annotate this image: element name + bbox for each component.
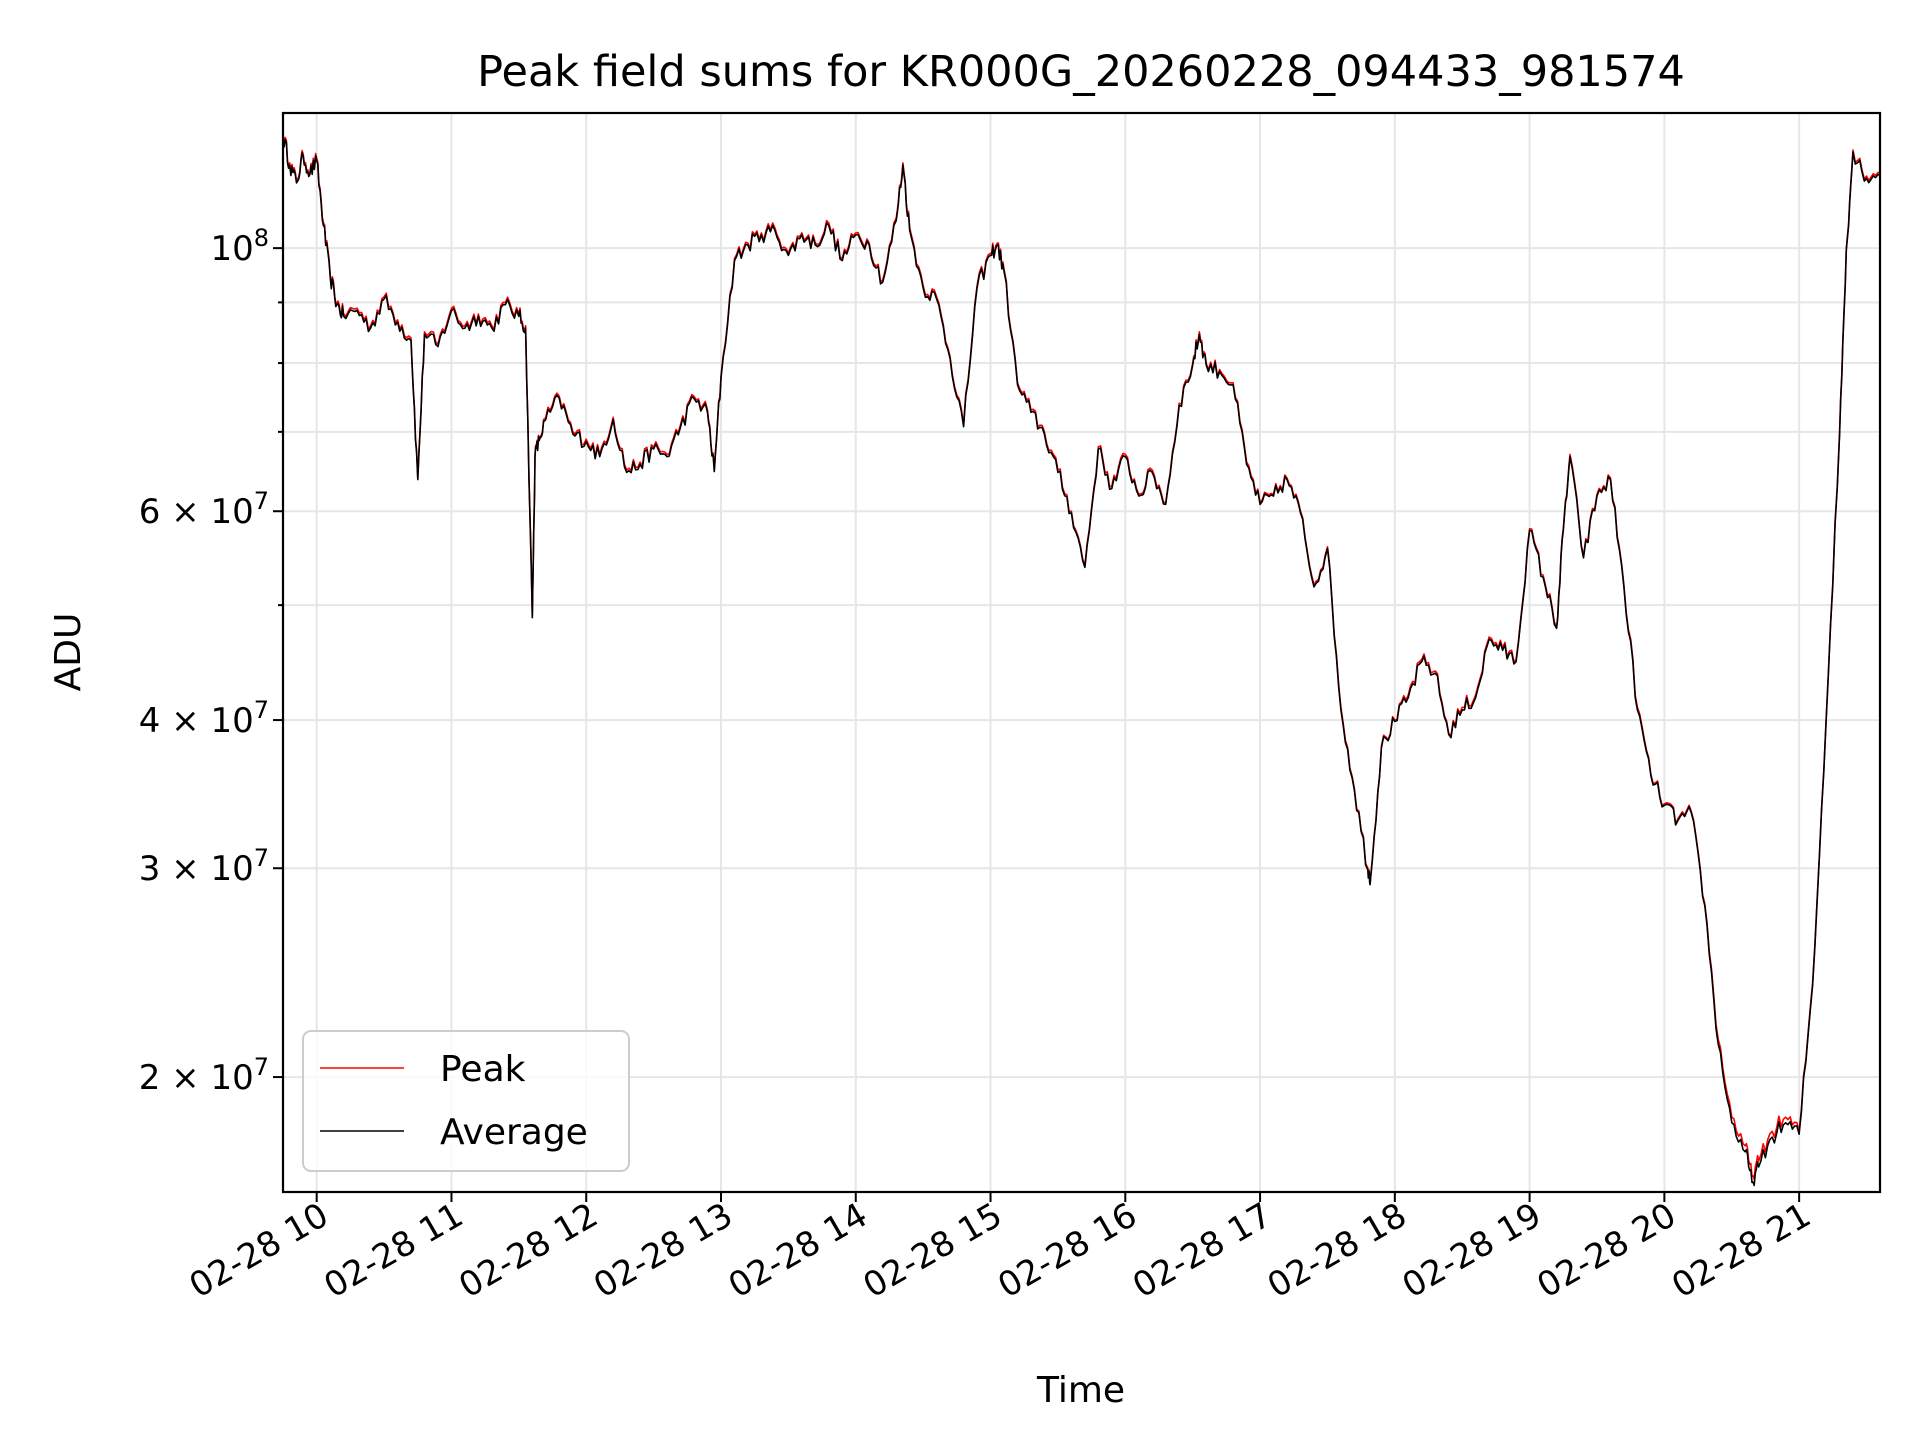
- x-tick-label: 02-28 18: [1261, 1195, 1413, 1306]
- y-tick-label: 2 × 107: [139, 1053, 269, 1098]
- x-axis-label: Time: [1036, 1370, 1125, 1411]
- series-lines: [282, 133, 1881, 1187]
- x-tick-label: 02-28 15: [857, 1195, 1009, 1306]
- y-axis: 2 × 107 3 × 107 4 × 107 6 × 107 108: [139, 224, 283, 1098]
- grid: [283, 113, 1880, 1192]
- legend-label-average: Average: [440, 1112, 588, 1153]
- y-tick-label: 3 × 107: [139, 844, 269, 889]
- legend: Peak Average: [302, 1030, 630, 1172]
- x-tick-label: 02-28 19: [1396, 1195, 1548, 1306]
- x-tick-label: 02-28 10: [183, 1195, 335, 1306]
- y-tick-label: 108: [210, 224, 269, 269]
- chart-title: Peak field sums for KR000G_20260228_0944…: [477, 47, 1685, 97]
- legend-box: [302, 1030, 630, 1172]
- series-line-average: [282, 135, 1881, 1187]
- x-tick-label: 02-28 14: [722, 1195, 874, 1306]
- series-line-peak: [282, 133, 1881, 1180]
- y-axis-label: ADU: [48, 613, 89, 692]
- x-tick-label: 02-28 16: [991, 1195, 1143, 1306]
- x-tick-label: 02-28 21: [1665, 1195, 1817, 1306]
- y-tick-label: 4 × 107: [139, 696, 269, 741]
- x-tick-label: 02-28 13: [587, 1195, 739, 1306]
- plot-area: [281, 111, 1882, 1194]
- x-tick-label: 02-28 20: [1530, 1195, 1682, 1306]
- x-tick-label: 02-28 17: [1126, 1195, 1278, 1306]
- x-tick-label: 02-28 12: [452, 1195, 604, 1306]
- legend-label-peak: Peak: [440, 1049, 526, 1090]
- x-tick-label: 02-28 11: [318, 1195, 470, 1306]
- y-tick-label: 6 × 107: [139, 487, 269, 532]
